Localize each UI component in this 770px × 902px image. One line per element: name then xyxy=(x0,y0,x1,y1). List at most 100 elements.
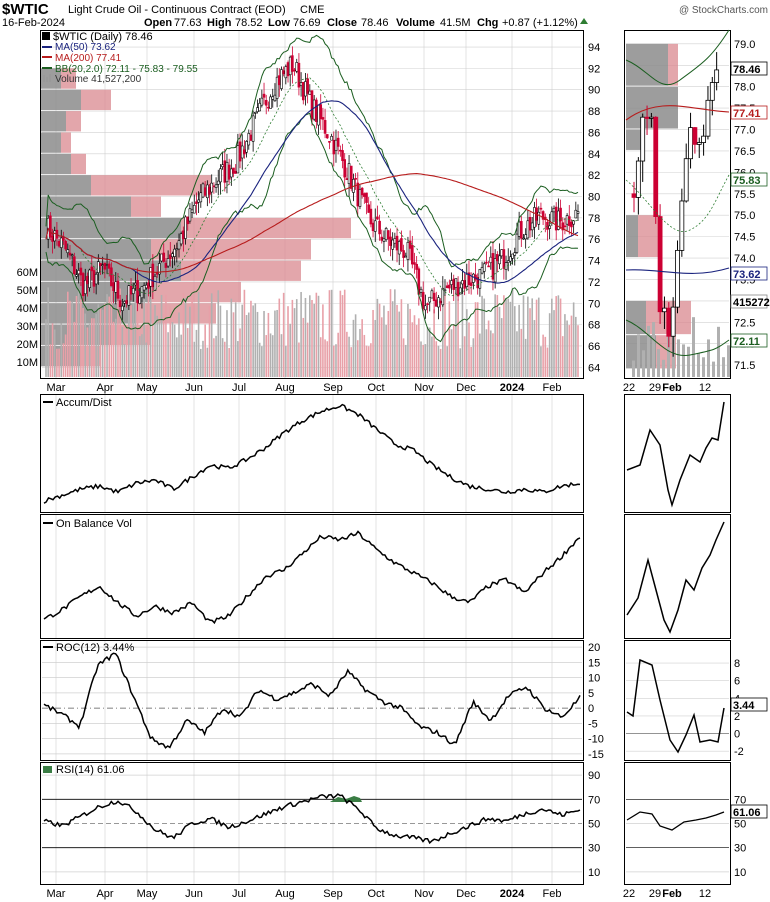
zoom-candle-body xyxy=(701,135,706,143)
volume-tick-label: 50M xyxy=(17,285,38,297)
volume-bar xyxy=(158,321,161,377)
bb-upper-line xyxy=(45,34,579,268)
price-series xyxy=(45,34,580,343)
volume-bar xyxy=(559,298,562,377)
roc-tick-label: 5 xyxy=(588,688,594,700)
volume-bar xyxy=(134,289,137,377)
month-tick-label: Dec xyxy=(456,382,476,394)
volume-bar xyxy=(461,287,464,377)
candle-body xyxy=(478,269,482,289)
zoom-profile-down xyxy=(638,215,658,258)
volume-bar xyxy=(507,298,510,377)
price-tick-label: 82 xyxy=(588,170,600,182)
volume-tick-label: 40M xyxy=(17,303,38,315)
bb-lower-line xyxy=(45,112,579,343)
candle-body xyxy=(339,149,342,152)
candle-body xyxy=(103,262,107,270)
profile-bar-up xyxy=(41,175,91,196)
volume-bar xyxy=(173,324,176,377)
volume-bar xyxy=(202,340,204,377)
candle-body xyxy=(406,242,410,260)
month-tick-label: Oct xyxy=(367,888,384,900)
candle-body xyxy=(376,216,379,220)
volume-bar xyxy=(237,341,239,377)
volume-bar xyxy=(121,326,124,377)
profile-bar-up xyxy=(41,217,181,239)
zoom-candle-body xyxy=(692,127,698,145)
candle-body xyxy=(238,141,242,162)
zoom-price-tick: 74.0 xyxy=(734,253,755,265)
volume-bar xyxy=(324,339,326,377)
candle-body xyxy=(131,288,135,295)
volume-bar xyxy=(291,299,294,377)
volume-bar xyxy=(298,342,300,377)
candle-body xyxy=(269,96,272,109)
volume-bar xyxy=(341,295,344,377)
candle-body xyxy=(554,206,558,231)
volume-bar xyxy=(413,315,416,377)
volume-bar xyxy=(45,319,47,377)
zoom-panel xyxy=(625,29,730,357)
zoom-volume-bar xyxy=(662,359,665,377)
volume-bar xyxy=(263,310,265,377)
volume-bar xyxy=(285,345,287,377)
candle-body xyxy=(365,192,368,203)
volume-bar xyxy=(511,288,514,377)
candle-body xyxy=(308,90,312,95)
candle-body xyxy=(463,280,466,289)
volume-bar xyxy=(479,333,481,377)
roc-tick-label: -10 xyxy=(588,734,604,746)
volume-bar xyxy=(542,334,544,377)
candle-body xyxy=(125,300,128,304)
candle-body xyxy=(271,96,275,100)
zoom-candle-body xyxy=(696,142,702,145)
candle-body xyxy=(485,261,488,264)
volume-bar xyxy=(315,292,318,377)
volume-bar xyxy=(548,313,551,377)
candle-body xyxy=(288,56,292,76)
volume-bar xyxy=(49,344,52,377)
volume-bar xyxy=(189,306,191,377)
volume-bar xyxy=(370,343,372,377)
volume-bar xyxy=(509,301,512,377)
volume-bar xyxy=(182,293,185,377)
candle-body xyxy=(347,163,351,184)
volume-value: 41.5M xyxy=(440,17,471,29)
volume-bar xyxy=(350,347,353,377)
month-tick-label: Apr xyxy=(96,888,113,900)
volume-bar xyxy=(367,346,370,377)
zoom-rsi-line xyxy=(626,811,725,831)
candle-body xyxy=(134,282,137,286)
volume-bar xyxy=(200,348,202,377)
volume-bar xyxy=(553,310,555,377)
candle-body xyxy=(70,254,74,257)
profile-bar-down xyxy=(91,175,211,196)
zoom-profile-up xyxy=(626,300,646,335)
candle-body xyxy=(509,256,512,262)
volume-bar xyxy=(119,288,121,377)
profile-bar-down xyxy=(71,153,86,175)
volume-bar xyxy=(365,345,368,377)
candle-body xyxy=(225,161,229,183)
volume-bar xyxy=(145,342,148,377)
zoom-price-tick: 76.5 xyxy=(734,146,755,158)
volume-bar xyxy=(317,295,320,377)
candle-body xyxy=(73,256,76,275)
volume-bar xyxy=(564,314,566,377)
volume-bar xyxy=(195,329,198,377)
month-tick-label: Oct xyxy=(367,382,384,394)
profile-bar-down xyxy=(61,68,76,89)
volume-bar xyxy=(330,289,333,377)
volume-bar xyxy=(326,341,329,377)
candle-body xyxy=(511,253,514,259)
rsi-line xyxy=(43,793,581,845)
month-tick-label: Nov xyxy=(414,382,434,394)
candle-body xyxy=(212,185,216,188)
rsi-tick-label: 30 xyxy=(588,843,600,855)
volume-bar xyxy=(228,348,230,377)
candle-body xyxy=(301,81,305,101)
volume-bar xyxy=(527,296,529,377)
candle-body xyxy=(81,273,85,297)
volume-bar xyxy=(422,344,424,377)
volume-bar xyxy=(420,341,422,377)
